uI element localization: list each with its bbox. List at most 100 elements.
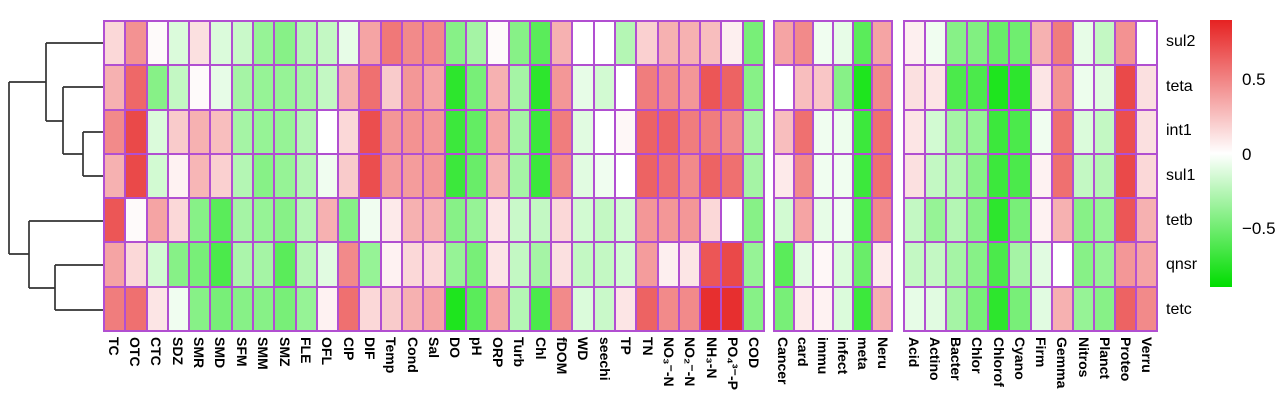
heatmap-cell [742,153,764,199]
heatmap-cell [657,242,679,287]
column-label: Acid [905,337,922,368]
heatmap-cell [465,242,488,287]
heatmap-cell [678,21,701,66]
heatmap-cell [295,242,317,287]
heatmap-cell [572,153,594,199]
heatmap-cell [742,21,764,66]
heatmap-cell [444,242,466,287]
heatmap-cell [529,109,552,154]
row-label: tetc [1166,300,1192,318]
heatmap-cell [967,153,989,199]
heatmap-cell [529,286,552,331]
column-label: SFM [233,337,250,367]
heatmap-cell [946,153,968,199]
heatmap-cell [872,65,892,110]
heatmap-cell [925,198,947,243]
heatmap-cell [904,198,926,243]
heatmap-cell [813,286,833,331]
heatmap-cell [338,153,360,199]
heatmap-cell [774,286,794,331]
heatmap-cell [925,242,947,287]
heatmap-cell [444,286,466,331]
heatmap-cell [402,242,424,287]
heatmap-cell [380,153,403,199]
heatmap-cell [423,242,445,287]
heatmap-cell [925,109,947,154]
heatmap-cell [551,198,573,243]
heatmap-cell [465,286,488,331]
heatmap-cell [636,242,658,287]
heatmap-cell [572,286,594,331]
heatmap-cell [1135,65,1157,110]
heatmap-cell [316,198,339,243]
heatmap-cell [231,109,254,154]
heatmap-cell [380,242,403,287]
heatmap-cell [465,153,488,199]
heatmap-cell [636,109,658,154]
colorbar-gradient [1210,20,1232,287]
heatmap-cell [988,153,1010,199]
heatmap-cell [793,198,814,243]
column-label: Temp [383,337,400,374]
column-label: Verru [1139,337,1156,373]
column-label: Chlor [969,337,986,374]
heatmap-cell [793,65,814,110]
heatmap-cell [1030,242,1052,287]
heatmap-cell [678,286,701,331]
heatmap-cell [742,109,764,154]
heatmap-cell [231,153,254,199]
column-label: Cancer [775,337,791,385]
heatmap-cell [423,21,445,66]
heatmap-cell [657,21,679,66]
heatmap-cell [189,109,211,154]
heatmap-cell [946,109,968,154]
heatmap-cell [189,65,211,110]
column-label: Firm [1033,337,1050,368]
heatmap-cell [380,65,403,110]
heatmap-cell [104,242,126,287]
heatmap-cell [678,153,701,199]
heatmap-cell [572,109,594,154]
heatmap-cell [793,242,814,287]
heatmap-cell [1135,109,1157,154]
column-label: NH₃-N [703,337,720,379]
column-label: TN [639,337,656,356]
heatmap-cell [1030,21,1052,66]
heatmap-cell [231,21,254,66]
heatmap-cell [274,109,296,154]
heatmap-cell [774,198,794,243]
heatmap-cell [1009,109,1031,154]
heatmap-cell [146,109,168,154]
heatmap-cell [1009,21,1031,66]
heatmap-cell [700,109,722,154]
heatmap-cell [487,153,509,199]
heatmap-cell [593,21,615,66]
heatmap-cell [593,65,615,110]
heatmap-cell [1135,153,1157,199]
heatmap-cell [813,242,833,287]
heatmap-cell [967,65,989,110]
column-label: pH [468,337,485,356]
heatmap-cell [967,242,989,287]
heatmap-cell [423,65,445,110]
column-label: TP [618,337,635,355]
column-label: TC [105,337,122,356]
heatmap-cell [1072,242,1094,287]
heatmap-cell [872,153,892,199]
heatmap-cell [1051,109,1073,154]
heatmap-cell [832,198,853,243]
heatmap-cell [231,198,254,243]
heatmap-cell [316,109,339,154]
heatmap-cell [529,242,552,287]
heatmap-cell [1030,198,1052,243]
heatmap-cell [167,109,190,154]
heatmap-cell [832,153,853,199]
heatmap-cell [793,153,814,199]
heatmap-cell [529,21,552,66]
heatmap-cell [967,21,989,66]
column-label: Planct [1096,337,1113,380]
heatmap-cell [614,65,637,110]
row-label: int1 [1166,122,1192,140]
heatmap-cell [508,21,530,66]
heatmap-cell [551,242,573,287]
